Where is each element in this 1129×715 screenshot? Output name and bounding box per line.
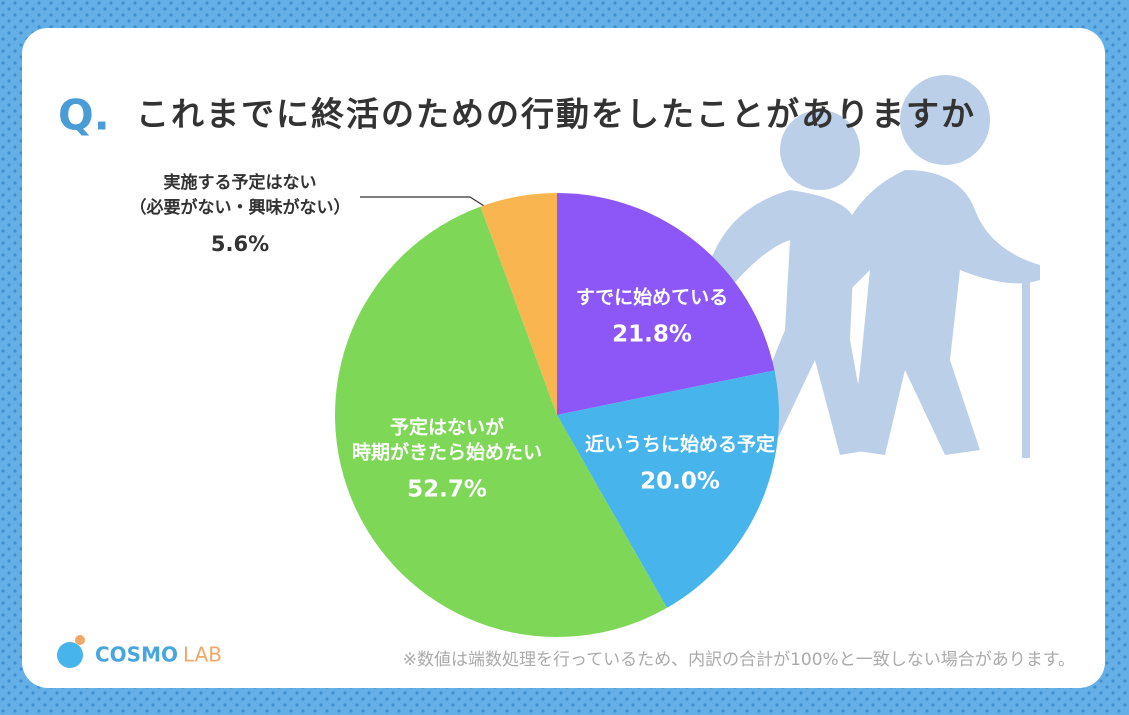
- logo-icon: [57, 642, 83, 668]
- value-label: 20.0%: [640, 469, 720, 495]
- logo-text: COSMO: [95, 643, 178, 667]
- pie-slice: [557, 370, 780, 608]
- pie: [335, 193, 780, 637]
- slice-label: 近いうちに始める予定: [585, 433, 775, 456]
- logo-icon-dot: [75, 635, 85, 645]
- pie-slice: [480, 193, 557, 415]
- slice-label: 時期がきたら始めたい: [352, 441, 542, 464]
- value-label: 21.8%: [612, 322, 692, 348]
- slice-label: （必要がない・興味がない）: [130, 197, 351, 218]
- title-mark: Q.: [58, 91, 110, 140]
- slice-label: 予定はないが: [390, 416, 504, 439]
- pie-slice: [557, 193, 775, 415]
- footnote: ※数値は端数処理を行っているため、内訳の合計が100%と一致しない場合があります…: [403, 650, 1075, 670]
- logo-text-2: LAB: [183, 643, 222, 667]
- value-label: 5.6%: [211, 232, 269, 256]
- slice-label: すでに始めている: [576, 286, 728, 309]
- silhouette: [705, 75, 1040, 458]
- pie-slice: [335, 206, 667, 637]
- slice-label: 実施する予定はない: [164, 172, 317, 193]
- value-label: 52.7%: [407, 477, 487, 503]
- chart-title: これまでに終活のための行動をしたことがありますか: [136, 95, 976, 134]
- labels: すでに始めている 21.8% 近いうちに始める予定 20.0% 予定はないが時期がきたら…: [130, 172, 776, 503]
